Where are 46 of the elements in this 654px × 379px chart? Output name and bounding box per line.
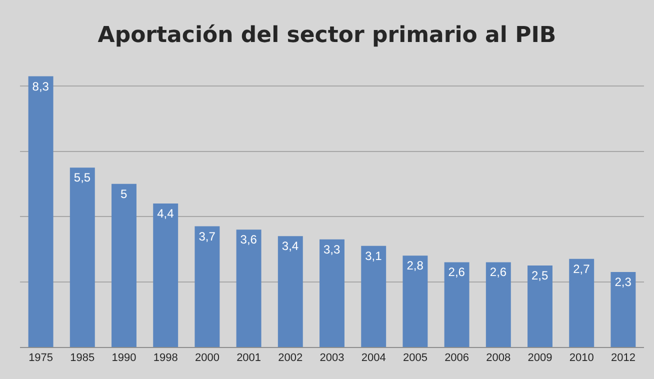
bar (194, 226, 220, 347)
bar (278, 236, 303, 347)
data-label: 5,5 (74, 170, 91, 185)
bar (236, 230, 262, 347)
bar (28, 76, 54, 347)
x-tick-label: 1998 (153, 352, 178, 364)
bar (569, 258, 594, 347)
data-label: 4,4 (157, 206, 174, 220)
bar (153, 203, 178, 347)
x-tick-label: 2008 (486, 352, 511, 364)
x-tick-label: 1985 (70, 352, 95, 364)
bar (528, 265, 552, 347)
data-label: 3,3 (323, 242, 341, 256)
bar (444, 262, 470, 347)
data-label: 8,3 (32, 79, 50, 94)
x-tick-label: 2002 (278, 352, 303, 364)
bar (70, 168, 95, 347)
data-label: 5 (120, 186, 128, 201)
x-tick-label: 2009 (528, 352, 552, 364)
data-label: 3,6 (240, 232, 258, 247)
x-tick-label: 1975 (28, 352, 54, 364)
bar (112, 184, 136, 347)
x-tick-label: 2003 (320, 352, 344, 364)
data-label: 2,5 (531, 268, 549, 282)
x-tick-label: 2001 (236, 352, 262, 364)
bar (320, 239, 344, 347)
x-tick-label: 2005 (402, 352, 428, 364)
data-label: 3,1 (365, 248, 382, 263)
data-label: 3,4 (282, 239, 299, 254)
bar (361, 246, 386, 347)
data-label: 2,3 (614, 274, 632, 289)
data-label: 3,7 (198, 229, 216, 244)
x-tick-label: 2006 (444, 352, 470, 364)
bar (610, 272, 636, 347)
x-tick-label: 2004 (361, 352, 386, 364)
data-label: 2,8 (406, 258, 424, 273)
x-tick-label: 2012 (610, 352, 636, 364)
data-label: 2,6 (448, 265, 466, 280)
x-tick-label: 2010 (569, 352, 594, 364)
x-tick-label: 2000 (194, 352, 220, 364)
chart-title: Aportación del sector primario al PIB (98, 22, 556, 48)
data-label: 2,6 (490, 265, 507, 280)
bar (402, 256, 428, 347)
bar (486, 262, 511, 347)
x-tick-label: 1990 (112, 352, 136, 364)
data-label: 2,7 (573, 262, 590, 276)
